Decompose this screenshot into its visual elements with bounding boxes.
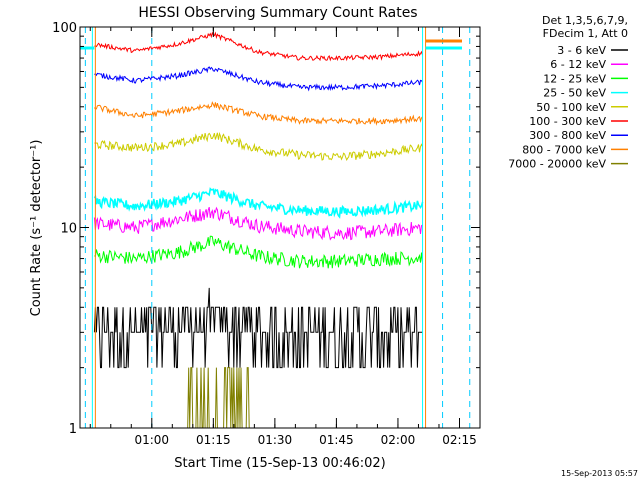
x-tick-label: 01:45 bbox=[319, 433, 354, 447]
legend-entry-label: 12 - 25 keV bbox=[543, 72, 606, 85]
series-line bbox=[94, 131, 424, 162]
series-1 bbox=[93, 206, 423, 241]
series-2 bbox=[94, 235, 424, 269]
y-axis-label: Count Rate (s⁻¹ detector⁻¹) bbox=[29, 140, 44, 317]
series-5 bbox=[94, 31, 424, 62]
series-line bbox=[93, 187, 424, 219]
series-3 bbox=[93, 187, 424, 219]
y-tick-label: 1 bbox=[69, 422, 77, 437]
x-tick-label: 01:15 bbox=[196, 433, 231, 447]
legend-title-line: Det 1,3,5,6,7,9, bbox=[542, 14, 628, 27]
series-line bbox=[93, 287, 423, 369]
legend-entry-label: 6 - 12 keV bbox=[550, 58, 606, 71]
legend-entry-label: 100 - 300 keV bbox=[529, 115, 606, 128]
series-7 bbox=[94, 101, 424, 126]
x-axis-label: Start Time (15-Sep-13 00:46:02) bbox=[174, 456, 385, 471]
plot-timestamp: 15-Sep-2013 05:57 bbox=[561, 469, 638, 478]
series-0 bbox=[93, 287, 423, 369]
legend-entry-label: 50 - 100 keV bbox=[536, 101, 606, 114]
legend: Det 1,3,5,6,7,9,FDecim 1, Att 0 3 - 6 keV… bbox=[508, 14, 628, 171]
series-line bbox=[94, 66, 424, 92]
series-line bbox=[94, 235, 424, 269]
axes: 01:00 01:15 01:30 01:45 02:00 02:15 1 10 100 bbox=[52, 21, 481, 447]
legend-title-line: FDecim 1, Att 0 bbox=[543, 27, 628, 40]
series-6 bbox=[94, 66, 424, 92]
legend-entry-label: 300 - 800 keV bbox=[529, 129, 606, 142]
legend-entry-label: 3 - 6 keV bbox=[557, 44, 606, 57]
legend-entry-label: 7000 - 20000 keV bbox=[508, 158, 606, 171]
series-line bbox=[94, 101, 424, 126]
series-line bbox=[94, 31, 424, 62]
series-4 bbox=[94, 131, 424, 162]
legend-entry-label: 25 - 50 keV bbox=[543, 87, 606, 100]
x-tick-label: 01:30 bbox=[258, 433, 293, 447]
y-tick-label: 10 bbox=[60, 222, 77, 237]
y-tick-label: 100 bbox=[52, 21, 77, 36]
legend-entry-label: 800 - 7000 keV bbox=[522, 143, 606, 156]
chart-title: HESSI Observing Summary Count Rates bbox=[138, 5, 417, 21]
x-tick-label: 01:00 bbox=[134, 433, 169, 447]
series-line bbox=[93, 206, 423, 241]
x-tick-label: 02:15 bbox=[442, 433, 477, 447]
x-tick-label: 02:00 bbox=[381, 433, 416, 447]
